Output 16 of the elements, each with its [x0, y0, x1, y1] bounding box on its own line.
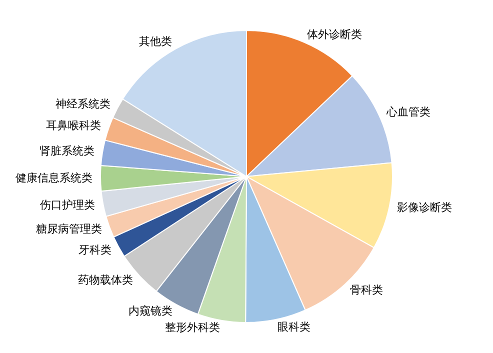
slice-label: 耳鼻喉科类	[46, 119, 101, 132]
slice-label: 神经系统类	[55, 97, 110, 110]
slice-label: 伤口护理类	[40, 198, 96, 212]
slice-label: 糖尿病管理类	[36, 222, 102, 236]
slice-label: 药物载体类	[78, 274, 133, 286]
slice-label: 肾脏系统类	[40, 144, 95, 158]
slice-label: 心血管类	[386, 106, 431, 119]
slice-label: 眼科类	[278, 320, 311, 334]
slice-label: 影像诊断类	[397, 201, 452, 214]
slice-label: 牙科类	[78, 244, 112, 257]
slice-label: 骨科类	[350, 283, 384, 296]
slice-label: 体外诊断类	[307, 28, 362, 41]
slice-label: 其他类	[138, 34, 172, 48]
slice-label: 内窥镜类	[128, 304, 172, 318]
slice-label: 健康信息系统类	[16, 171, 93, 184]
slice-label: 整形外科类	[165, 321, 220, 334]
